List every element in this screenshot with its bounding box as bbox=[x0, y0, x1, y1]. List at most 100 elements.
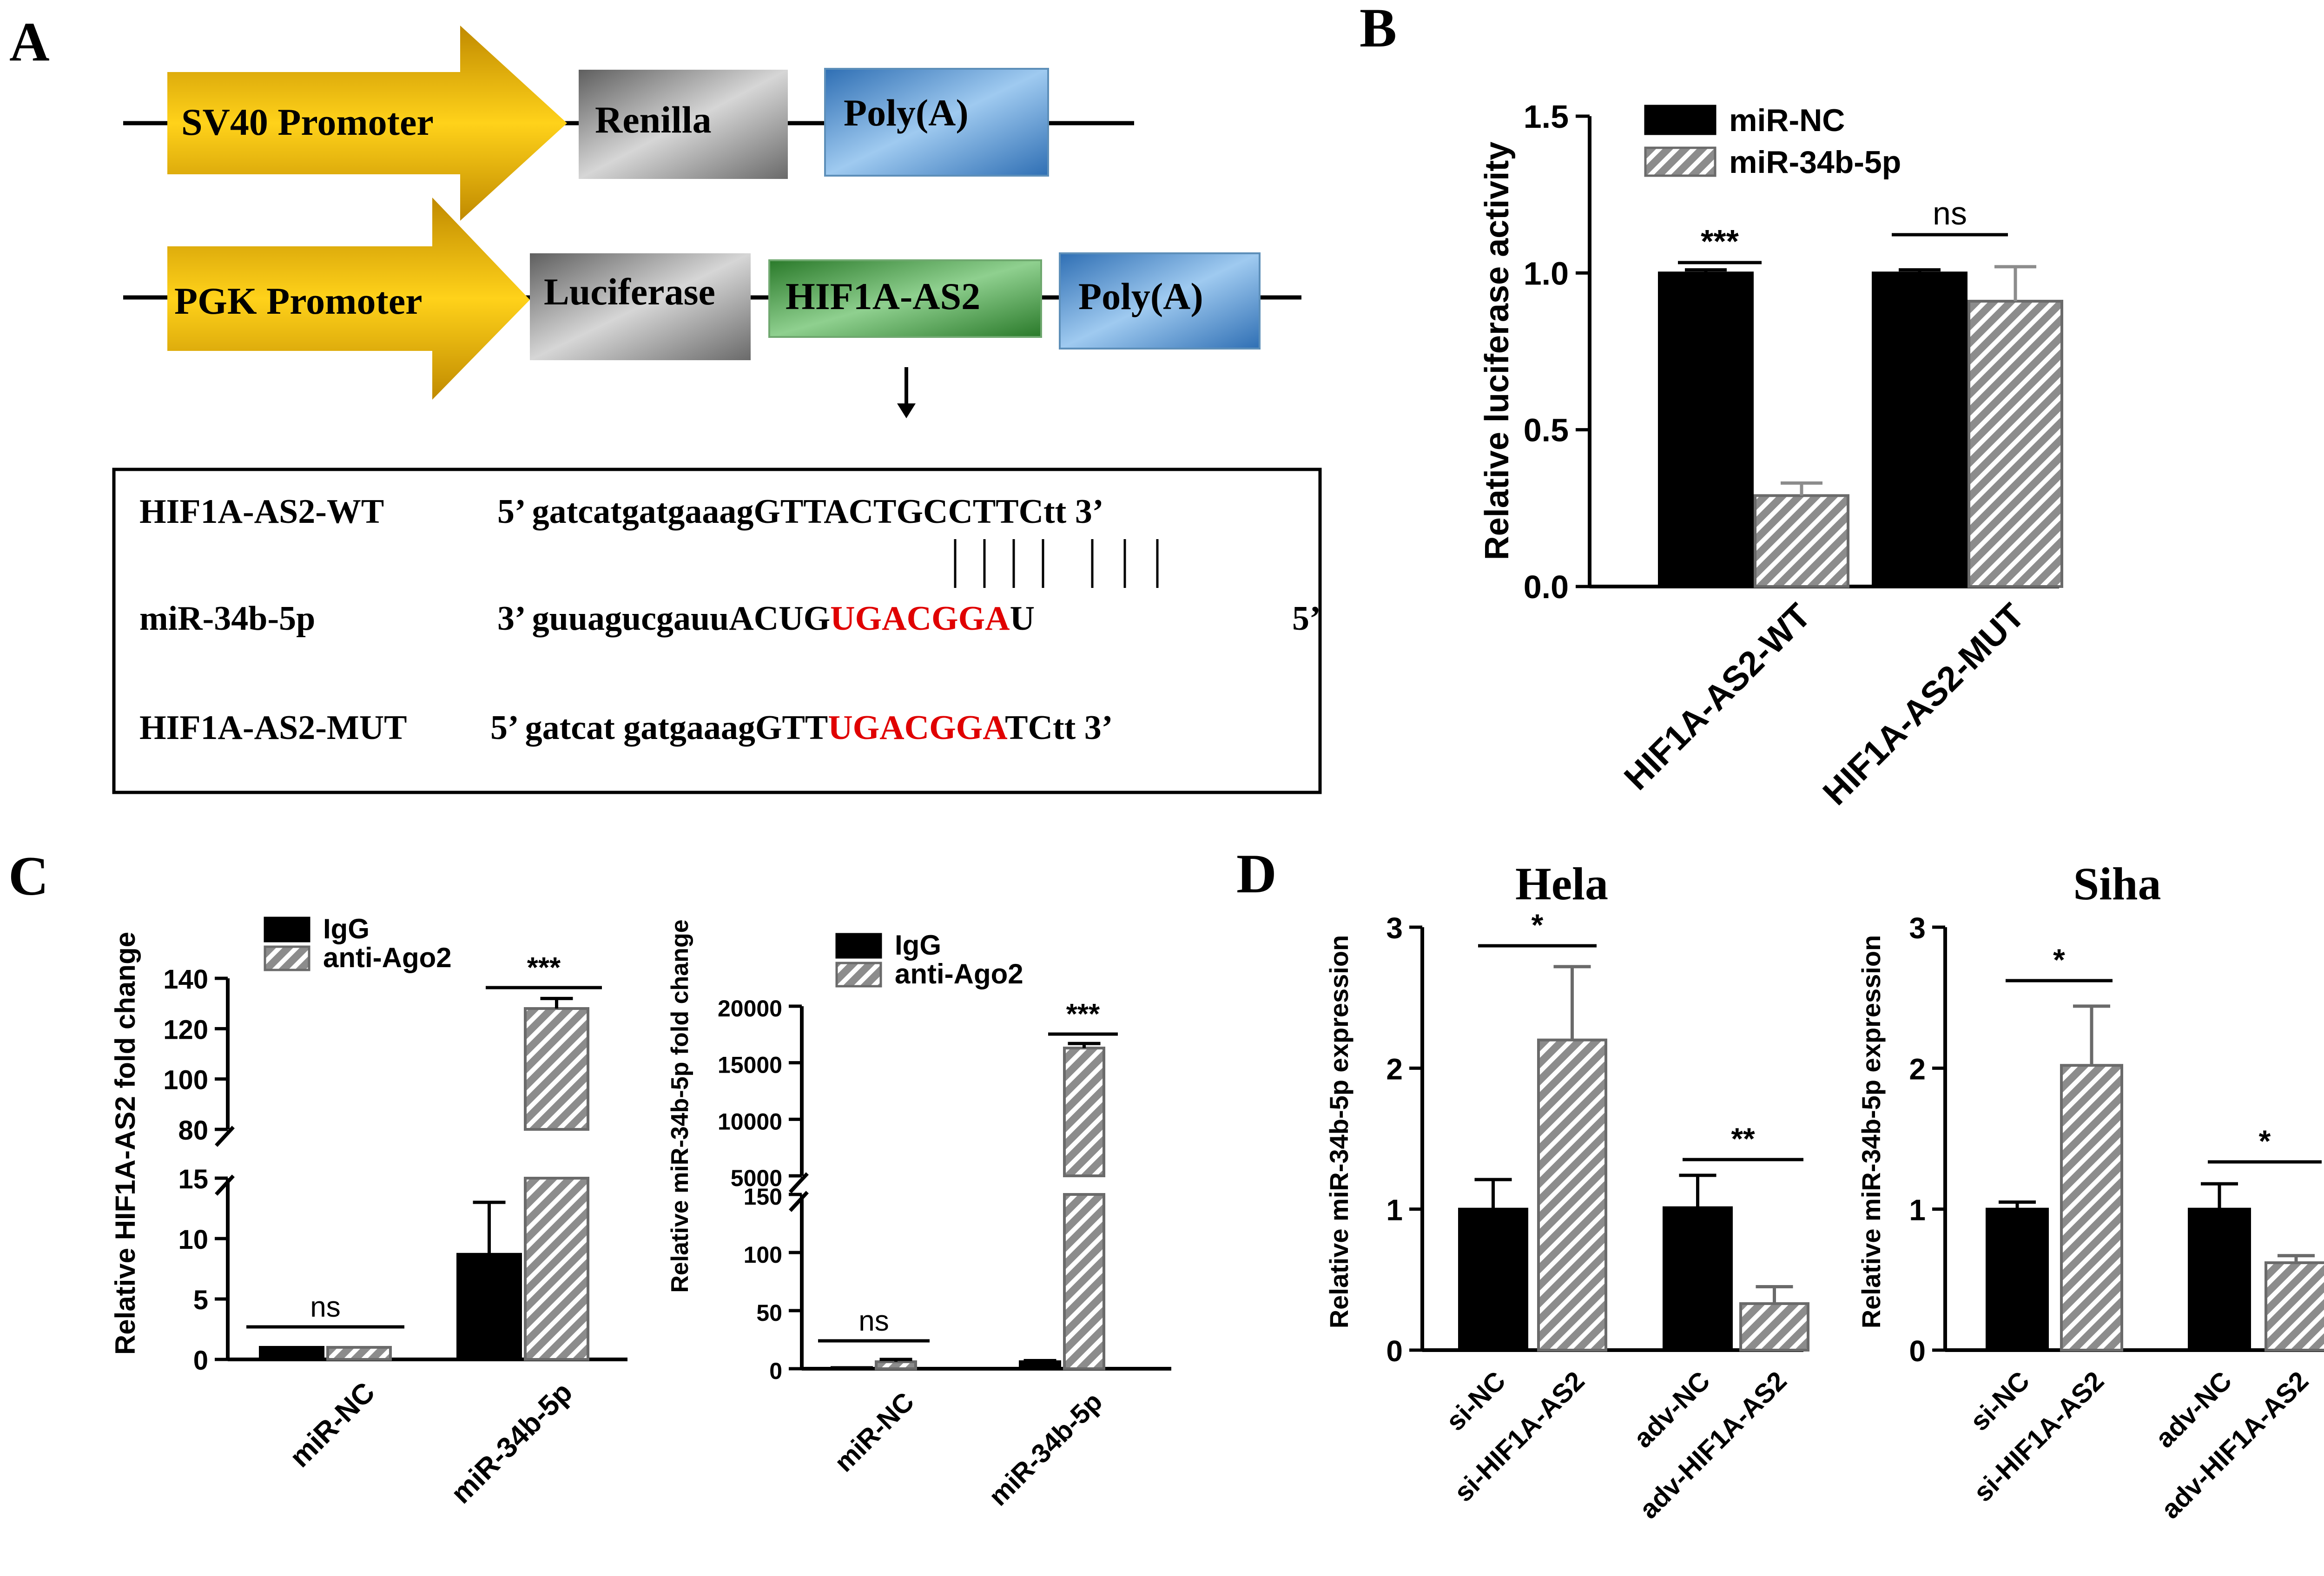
bar-solid bbox=[831, 1366, 873, 1370]
sequence-box bbox=[112, 468, 1322, 794]
legend-label: miR-NC bbox=[1729, 103, 1845, 138]
mut-sequence: 5’ gatcat gatgaaagGTTUGACGGATCtt 3’ bbox=[490, 709, 1113, 747]
y-tick-label: 0 bbox=[769, 1358, 782, 1384]
down-arrow-head bbox=[897, 403, 916, 418]
significance-label: ** bbox=[1731, 1121, 1755, 1156]
luciferase-label: Luciferase bbox=[544, 270, 715, 313]
x-tick-label: miR-34b-5p bbox=[445, 1376, 579, 1510]
legend-swatch bbox=[1644, 146, 1717, 177]
mir-name: miR-34b-5p bbox=[139, 600, 315, 638]
bar-solid bbox=[1663, 1206, 1733, 1352]
chart-d-hela: D Hela 0 1 2 3 Relative miR-34b-5p expression s… bbox=[1236, 843, 1809, 1524]
bar-hatched bbox=[1739, 1302, 1809, 1352]
bar-hatched bbox=[1063, 1193, 1105, 1370]
sv40-promoter-label: SV40 Promoter bbox=[181, 101, 434, 143]
y-tick-label: 5000 bbox=[731, 1165, 782, 1191]
mut-name: HIF1A-AS2-MUT bbox=[139, 709, 407, 747]
significance-label: *** bbox=[1066, 998, 1100, 1030]
y-tick-label: 2 bbox=[1386, 1052, 1403, 1086]
significance-label: ns bbox=[1933, 195, 1967, 231]
bar-solid bbox=[2188, 1207, 2251, 1352]
bar-solid bbox=[1458, 1207, 1528, 1352]
hif1a-as2-insert-box bbox=[768, 259, 1042, 338]
chart-c-hif1a-as2: C 0 5 10 15 80 100 120 140 Relative HIF1A-AS2 fol… bbox=[8, 845, 627, 1510]
significance-label: ns bbox=[858, 1305, 889, 1337]
axis-break-mark bbox=[789, 1191, 809, 1212]
y-tick-label: 3 bbox=[1386, 911, 1403, 945]
y-tick-label: 100 bbox=[163, 1065, 208, 1095]
panel-label-d: D bbox=[1236, 843, 1277, 904]
bar-hatched bbox=[1063, 1047, 1105, 1178]
y-axis-label: Relative miR-34b-5p expression bbox=[1856, 935, 1886, 1329]
y-tick-label: 20000 bbox=[718, 996, 782, 1022]
significance-label: * bbox=[2053, 943, 2065, 977]
wt-name: HIF1A-AS2-WT bbox=[139, 493, 384, 531]
legend-label: miR-34b-5p bbox=[1729, 145, 1901, 180]
y-tick-label: 5 bbox=[193, 1285, 208, 1315]
x-tick-label: miR-NC bbox=[829, 1386, 920, 1477]
bar-hatched bbox=[326, 1346, 392, 1361]
y-tick-label: 80 bbox=[178, 1115, 208, 1146]
chart-d-siha: Siha 0 1 2 3 Relative miR-34b-5p expression si… bbox=[1856, 858, 2324, 1524]
y-tick-label: 0.5 bbox=[1524, 412, 1569, 448]
polya-label-1: Poly(A) bbox=[844, 92, 969, 134]
x-tick-label: HIF1A-AS2-MUT bbox=[1815, 596, 2032, 812]
y-tick-label: 10 bbox=[178, 1225, 208, 1255]
significance-label: *** bbox=[1701, 223, 1739, 259]
y-tick-label: 1 bbox=[1909, 1194, 1926, 1227]
mir-seq-prefix: 3’ guuagucgauuACUG bbox=[497, 600, 830, 638]
bar-hatched bbox=[1967, 300, 2063, 588]
y-tick-label: 140 bbox=[163, 964, 208, 995]
x-tick-label: miR-NC bbox=[284, 1376, 381, 1474]
legend-swatch bbox=[264, 945, 310, 971]
y-tick-label: 0 bbox=[1909, 1334, 1926, 1368]
y-tick-label: 120 bbox=[163, 1015, 208, 1045]
polya-label-2: Poly(A) bbox=[1078, 275, 1203, 317]
renilla-box bbox=[579, 70, 788, 179]
wt-sequence: 5’ gatcatgatgaaagGTTACTGCCTTCtt 3’ bbox=[497, 493, 1103, 531]
mir-seq-seed: UGACGGA bbox=[830, 600, 1010, 638]
bar-hatched bbox=[2265, 1261, 2324, 1352]
pgk-promoter-label: PGK Promoter bbox=[174, 280, 423, 322]
chart-title: Hela bbox=[1515, 858, 1608, 910]
x-tick-label: HIF1A-AS2-WT bbox=[1617, 596, 1818, 798]
bar-solid bbox=[1019, 1360, 1061, 1370]
bar-hatched bbox=[524, 1007, 589, 1131]
bar-hatched bbox=[524, 1177, 589, 1361]
y-tick-label: 10000 bbox=[718, 1108, 782, 1134]
y-tick-label: 1.0 bbox=[1524, 255, 1569, 291]
legend-swatch bbox=[1644, 105, 1717, 135]
bar-hatched bbox=[2060, 1064, 2123, 1352]
bar-hatched bbox=[875, 1360, 917, 1370]
y-tick-label: 50 bbox=[756, 1300, 782, 1326]
y-tick-label: 150 bbox=[744, 1184, 782, 1210]
y-axis-label: Relative luciferase activity bbox=[1479, 142, 1516, 561]
x-tick-label: miR-34b-5p bbox=[983, 1386, 1108, 1511]
y-tick-label: 15 bbox=[178, 1164, 208, 1194]
sv40-promoter-arrow bbox=[167, 26, 567, 221]
bar-hatched bbox=[1754, 494, 1849, 588]
significance-label: *** bbox=[527, 952, 561, 984]
legend-label: IgG bbox=[895, 930, 941, 961]
axis-break-mark bbox=[215, 1174, 235, 1196]
significance-label: * bbox=[2259, 1124, 2271, 1158]
bar-solid bbox=[1872, 271, 1967, 588]
bar-solid bbox=[1986, 1207, 2049, 1352]
bar-solid bbox=[259, 1346, 324, 1361]
polya-box-2 bbox=[1059, 252, 1261, 349]
y-tick-label: 100 bbox=[744, 1242, 782, 1268]
mut-seq-prefix: 5’ gatcat gatgaaagGTT bbox=[490, 709, 828, 747]
panel-a: A SV40 Promoter Renilla Poly(A) PGK Prom… bbox=[9, 11, 1322, 794]
luciferase-box bbox=[530, 253, 751, 360]
renilla-label: Renilla bbox=[595, 99, 712, 141]
mir-seq-suffix: U bbox=[1010, 600, 1035, 638]
legend-swatch bbox=[264, 917, 310, 943]
y-tick-label: 15000 bbox=[718, 1052, 782, 1078]
y-axis-label: Relative HIF1A-AS2 fold change bbox=[110, 932, 141, 1355]
y-tick-label: 0.0 bbox=[1524, 569, 1569, 605]
y-tick-label: 2 bbox=[1909, 1052, 1926, 1086]
mir-end: 5’ bbox=[1292, 600, 1321, 638]
